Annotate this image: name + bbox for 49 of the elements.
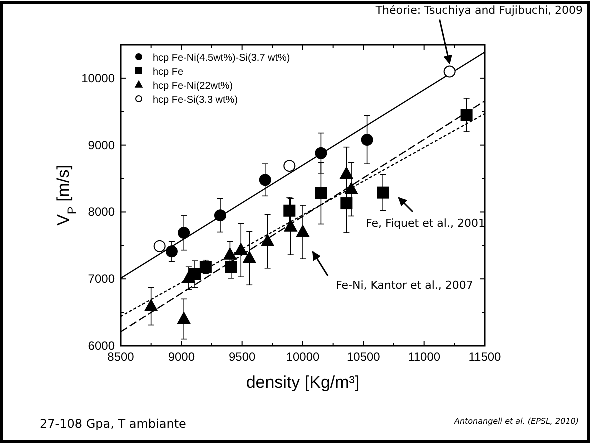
point — [340, 166, 354, 179]
point — [234, 243, 248, 256]
point — [214, 210, 226, 222]
point — [315, 187, 328, 200]
x-tick-label: 9500 — [228, 350, 256, 364]
y-tick-label: 10000 — [82, 71, 116, 86]
point — [284, 220, 298, 232]
point — [340, 198, 353, 210]
y-tick-label: 7000 — [88, 272, 116, 286]
point — [296, 225, 310, 238]
y-tick-label: 6000 — [88, 339, 116, 353]
point — [460, 109, 473, 122]
point — [361, 134, 374, 146]
y-tick-label: 8000 — [88, 205, 116, 220]
x-tick-label: 11500 — [468, 350, 502, 364]
point — [166, 246, 178, 258]
point — [377, 186, 390, 199]
text: Antonangeli et al. (EPSL, 2010) — [453, 417, 579, 426]
point — [259, 174, 272, 186]
point — [261, 234, 274, 247]
point — [178, 312, 191, 324]
point — [344, 182, 358, 194]
x-tick-label: 8500 — [108, 350, 135, 364]
legend-label: hcp Fe-Ni(4.5wt%)-Si(3.7 wt%) — [153, 53, 290, 64]
point — [144, 299, 158, 312]
x-tick-label: 9000 — [168, 350, 196, 364]
point — [444, 66, 456, 78]
point — [284, 160, 296, 172]
legend-label: hcp Fe — [153, 67, 184, 78]
point — [225, 261, 238, 274]
y-tick-label: 9000 — [88, 138, 116, 152]
legend-label: hcp Fe-Si(3.3 wt%) — [153, 95, 238, 106]
point — [182, 271, 196, 284]
x-tick-label: 10500 — [346, 350, 381, 364]
point — [224, 248, 237, 260]
x-tick-label: 11000 — [408, 350, 441, 364]
point — [154, 240, 166, 252]
annotation: Fe, Fiquet et al., 2001 — [366, 217, 486, 230]
point — [178, 226, 190, 239]
annotation: Théorie: Tsuchiya and Fujibuchi, 2009 — [374, 4, 583, 17]
text: 27-108 Gpa, T ambiante — [40, 417, 186, 431]
legend-label: hcp Fe-Ni(22wt%) — [153, 81, 234, 92]
point — [243, 251, 256, 264]
point — [284, 204, 296, 217]
x-tick-label: 10000 — [286, 350, 320, 364]
x-axis-title: density [Kg/m³] — [246, 373, 360, 392]
point — [315, 147, 328, 160]
annotation: Fe-Ni, Kantor et al., 2007 — [336, 279, 474, 292]
point — [200, 261, 212, 274]
